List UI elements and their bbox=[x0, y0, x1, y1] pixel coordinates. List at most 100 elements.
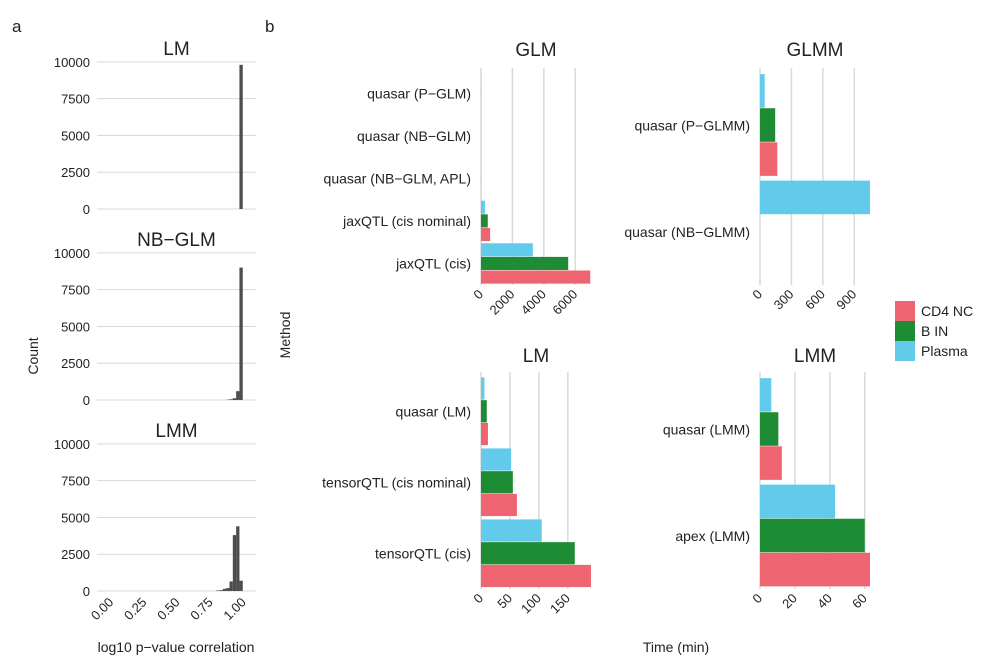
bar-glm-bar-b-in bbox=[481, 214, 488, 228]
hist-lmm-y-tick-label: 7500 bbox=[61, 474, 90, 489]
bar-lm-category-label: quasar (LM) bbox=[396, 404, 471, 420]
bar-glm-title: GLM bbox=[515, 40, 556, 61]
hist-lmm-bin-bar bbox=[232, 535, 237, 591]
bar-glm-bar-b-in bbox=[481, 256, 569, 271]
bar-glm-x-tick-label: 6000 bbox=[549, 287, 580, 318]
bar-lm-x-tick-label: 0 bbox=[470, 591, 486, 607]
bar-glm-category-label: quasar (NB−GLM, APL) bbox=[324, 171, 471, 187]
bar-lmm-category-label: quasar (LMM) bbox=[663, 421, 750, 437]
hist-lm-y-tick-label: 0 bbox=[83, 202, 90, 217]
bar-lm-bar-cd4-nc bbox=[481, 564, 591, 588]
hist-lmm-bin-bar bbox=[239, 580, 243, 591]
correlation-axis-title: log10 p−value correlation bbox=[98, 639, 255, 655]
hist-lmm-x-tick-label: 0.25 bbox=[121, 595, 150, 624]
bar-lmm-category-label: apex (LMM) bbox=[675, 528, 750, 544]
bar-glmm-x-tick-label: 0 bbox=[749, 287, 765, 303]
bar-glm-bar-cd4-nc bbox=[481, 227, 491, 242]
hist-lmm-bin-bar bbox=[216, 590, 220, 591]
panel-label-a: a bbox=[12, 17, 22, 36]
bar-lm-category-label: tensorQTL (cis nominal) bbox=[322, 475, 471, 491]
bar-lmm-bar-cd4-nc bbox=[760, 446, 782, 480]
hist-lmm-y-tick-label: 2500 bbox=[61, 547, 90, 562]
hist-nb-glm-title: NB−GLM bbox=[137, 230, 216, 251]
hist-lmm-bin-bar bbox=[226, 588, 230, 591]
bar-lmm-bar-b-in bbox=[760, 518, 865, 553]
bar-glmm-title: GLMM bbox=[787, 40, 844, 61]
count-axis-title: Count bbox=[25, 337, 41, 374]
bar-lm-bar-plasma bbox=[481, 448, 512, 471]
hist-lm-y-tick-label: 7500 bbox=[61, 92, 90, 107]
hist-nb-glm-bin-bar bbox=[232, 398, 237, 400]
hist-lmm-bin-bar bbox=[229, 581, 233, 591]
legend-label-plasma: Plasma bbox=[921, 343, 968, 359]
bar-lm-bar-plasma bbox=[481, 519, 542, 542]
bar-lmm-bar-b-in bbox=[760, 412, 779, 446]
hist-lmm-bin-bar bbox=[219, 590, 223, 591]
bar-glm-category-label: quasar (NB−GLM) bbox=[357, 128, 471, 144]
method-axis-title: Method bbox=[277, 312, 293, 359]
bar-glmm-x-tick-label: 900 bbox=[833, 287, 859, 313]
hist-lmm-y-tick-label: 5000 bbox=[61, 510, 90, 525]
bar-lm-category-label: tensorQTL (cis) bbox=[375, 546, 471, 562]
bar-lmm-bar-plasma bbox=[760, 378, 772, 412]
bar-lm-bar-b-in bbox=[481, 471, 513, 494]
hist-nb-glm-y-tick-label: 7500 bbox=[61, 283, 90, 298]
bar-lm-bar-cd4-nc bbox=[481, 493, 517, 517]
hist-lmm-x-tick-label: 1.00 bbox=[220, 595, 249, 624]
bar-glm-x-tick-label: 2000 bbox=[486, 287, 517, 318]
hist-lmm-bin-bar bbox=[222, 588, 227, 591]
bar-lmm-x-tick-label: 20 bbox=[779, 591, 800, 612]
hist-nb-glm-y-tick-label: 5000 bbox=[61, 319, 90, 334]
bar-glmm-category-label: quasar (P−GLMM) bbox=[634, 117, 750, 133]
bar-glmm-x-tick-label: 600 bbox=[802, 287, 828, 313]
bar-glm-bar-cd4-nc bbox=[481, 270, 591, 284]
bar-glm-x-tick-label: 4000 bbox=[518, 287, 549, 318]
time-axis-title: Time (min) bbox=[643, 639, 709, 655]
bar-lm-x-tick-label: 50 bbox=[494, 591, 515, 612]
bar-lm-bar-b-in bbox=[481, 542, 575, 565]
legend-swatch-b-in bbox=[895, 321, 915, 341]
bar-lmm-x-tick-label: 40 bbox=[814, 591, 835, 612]
bar-lm-bar-b-in bbox=[481, 400, 487, 423]
bar-glmm-x-tick-label: 300 bbox=[771, 287, 797, 313]
bar-glmm-bar-cd4-nc bbox=[760, 142, 778, 176]
bar-glm-category-label: quasar (P−GLM) bbox=[367, 85, 471, 101]
bar-glmm-bar-b-in bbox=[760, 108, 776, 142]
hist-nb-glm-y-tick-label: 0 bbox=[83, 393, 90, 408]
bar-lm-bar-cd4-nc bbox=[481, 422, 488, 446]
bar-lm-x-tick-label: 100 bbox=[518, 591, 544, 617]
hist-lmm-y-tick-label: 10000 bbox=[54, 437, 90, 452]
legend-label-cd4-nc: CD4 NC bbox=[921, 303, 973, 319]
hist-lm-y-tick-label: 2500 bbox=[61, 165, 90, 180]
hist-lmm-x-tick-label: 0.50 bbox=[154, 595, 183, 624]
bar-glm-category-label: jaxQTL (cis) bbox=[395, 256, 471, 272]
legend-label-b-in: B IN bbox=[921, 323, 948, 339]
bar-lm-title: LM bbox=[523, 346, 549, 367]
hist-lmm-x-tick-label: 0.75 bbox=[187, 595, 216, 624]
bar-lmm-title: LMM bbox=[794, 346, 836, 367]
bar-lm-x-tick-label: 150 bbox=[547, 591, 573, 617]
hist-nb-glm-bin-bar bbox=[236, 391, 240, 400]
hist-lmm-title: LMM bbox=[155, 421, 197, 442]
legend-swatch-cd4-nc bbox=[895, 301, 915, 321]
bar-lm-bar-plasma bbox=[481, 377, 485, 400]
hist-nb-glm-y-tick-label: 10000 bbox=[54, 246, 90, 261]
hist-lm-y-tick-label: 5000 bbox=[61, 128, 90, 143]
bar-glm-x-tick-label: 0 bbox=[470, 287, 486, 303]
hist-nb-glm-y-tick-label: 2500 bbox=[61, 356, 90, 371]
hist-lmm-bin-bar bbox=[236, 526, 240, 591]
bar-glm-bar-plasma bbox=[481, 200, 485, 214]
bar-lmm-x-tick-label: 0 bbox=[749, 591, 765, 607]
hist-lm-title: LM bbox=[163, 39, 189, 60]
bar-lmm-bar-plasma bbox=[760, 484, 836, 519]
hist-nb-glm-bin-bar bbox=[229, 399, 233, 400]
bar-glm-category-label: jaxQTL (cis nominal) bbox=[342, 213, 471, 229]
bar-lmm-bar-cd4-nc bbox=[760, 552, 870, 587]
hist-lm-y-tick-label: 10000 bbox=[54, 55, 90, 70]
bar-glm-bar-plasma bbox=[481, 243, 533, 257]
panel-label-b: b bbox=[265, 17, 274, 36]
hist-nb-glm-bin-bar bbox=[239, 267, 243, 400]
bar-glmm-category-label: quasar (NB−GLMM) bbox=[624, 224, 750, 240]
charts: LM025005000750010000NB−GLM02500500075001… bbox=[54, 39, 870, 623]
